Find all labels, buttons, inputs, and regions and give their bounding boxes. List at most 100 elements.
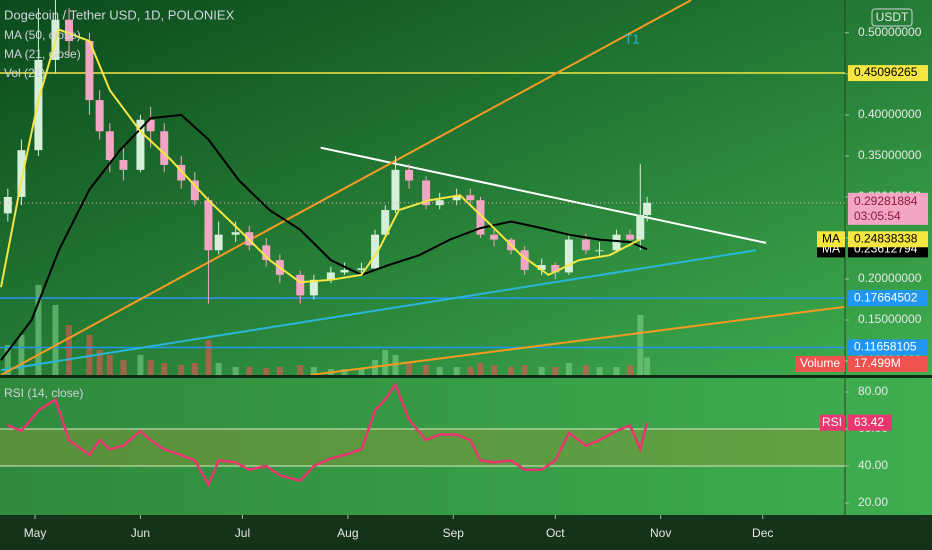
volume-bar — [4, 345, 11, 375]
volume-bar — [382, 350, 389, 375]
y-tick-label: 0.35000000 — [858, 148, 922, 162]
candle-body — [262, 245, 271, 261]
annotation: T1 — [624, 31, 639, 46]
ma-value: 0.24838338 — [854, 231, 918, 245]
volume-bar — [106, 355, 113, 375]
volume-bar — [358, 369, 365, 375]
volume-bar — [86, 335, 93, 375]
rsi-value-box — [848, 414, 892, 431]
volume-bar — [552, 367, 559, 375]
candle-body — [95, 100, 104, 132]
candle-body — [326, 272, 335, 280]
candle-body — [160, 131, 169, 165]
volume-bar — [18, 335, 25, 375]
candle-body — [357, 268, 366, 270]
time-axis — [0, 515, 932, 550]
candle-body — [231, 232, 240, 235]
candle-body — [435, 200, 444, 206]
candle-body — [612, 234, 621, 251]
y-tick-label: 0.40000000 — [858, 107, 922, 121]
candle-body — [452, 195, 461, 201]
volume-value: 17.499M — [854, 356, 901, 370]
volume-bar — [310, 367, 317, 375]
candle-body — [214, 234, 223, 251]
volume-bar — [627, 365, 634, 375]
volume-bar — [297, 365, 304, 375]
y-tick-label: 0.20000000 — [858, 271, 922, 285]
volume-bar — [66, 325, 73, 375]
y-tick-label: 20.00 — [858, 495, 888, 509]
level-label: 0.11658105 — [854, 340, 917, 354]
y-tick-label: 40.00 — [858, 458, 888, 472]
candle-body — [381, 210, 390, 235]
trend-line — [320, 146, 767, 244]
x-tick-label: Dec — [752, 526, 773, 540]
candle-body — [581, 239, 590, 251]
currency: USDT — [876, 10, 909, 24]
legend-entry: MA (21, close) — [4, 47, 81, 61]
volume-bar — [477, 363, 484, 375]
overlay: T10.100000000.150000000.200000000.250000… — [4, 7, 928, 540]
volume-bar — [582, 365, 589, 375]
candle-body — [3, 196, 12, 214]
y-tick-label: 80.00 — [858, 384, 888, 398]
volume-bar — [191, 363, 198, 375]
volume-bar — [491, 365, 498, 375]
countdown: 03:05:54 — [854, 209, 901, 223]
volume-bar — [232, 367, 239, 375]
candle-body — [595, 250, 604, 252]
level-label: 0.45096265 — [854, 65, 918, 79]
currency-badge — [871, 8, 913, 27]
candle-body — [136, 119, 145, 170]
volume-bar — [246, 367, 253, 375]
volume-bar — [120, 360, 127, 375]
volume-bar — [637, 315, 644, 375]
x-tick-label: Aug — [337, 526, 358, 540]
candle-body — [146, 119, 155, 132]
rsi-tag: RSI — [822, 415, 842, 429]
x-tick-label: Oct — [546, 526, 565, 540]
trend-line — [310, 305, 845, 375]
volume-bar — [137, 355, 144, 375]
rsi-value: 63.42 — [854, 415, 884, 429]
rsi-plot — [0, 382, 845, 488]
ma-line — [0, 113, 648, 361]
candle-body — [309, 279, 318, 296]
volume-bar — [565, 363, 572, 375]
volume-bar — [613, 367, 620, 375]
x-tick-label: Nov — [650, 526, 671, 540]
volume-bar — [467, 367, 474, 375]
ma-line — [0, 28, 641, 288]
candle-body — [520, 250, 529, 270]
level-label-box — [848, 290, 928, 307]
volume-bar — [52, 305, 59, 375]
price-label: 0.29281884 — [854, 194, 918, 208]
volume-bar — [423, 365, 430, 375]
candle-body — [296, 274, 305, 296]
volume-bar — [35, 285, 42, 375]
rsi-panel — [0, 378, 932, 515]
candle-body — [551, 265, 560, 273]
volume-bar — [508, 367, 515, 375]
volume-bar — [96, 350, 103, 375]
candle-body — [466, 195, 475, 201]
candle-body — [643, 202, 652, 215]
ma-tag-box — [817, 231, 845, 248]
volume-bar — [436, 367, 443, 375]
candle-body — [405, 169, 414, 181]
volume-bar — [215, 363, 222, 375]
candle-body — [490, 234, 499, 240]
chart-title: Dogecoin / Tether USD, 1D, POLONIEX — [4, 7, 235, 22]
volume-bar — [453, 367, 460, 375]
level-label-box — [848, 339, 928, 356]
level-label: 0.17664502 — [854, 290, 918, 304]
candle-body — [371, 234, 380, 269]
volume-bar — [596, 367, 603, 375]
legend-entry: Vol (21) — [4, 66, 45, 80]
x-tick-label: Sep — [443, 526, 465, 540]
panel-divider — [0, 375, 932, 378]
volume-bar — [341, 369, 348, 375]
y-tick-label: 0.15000000 — [858, 312, 922, 326]
candle-body — [204, 200, 213, 251]
